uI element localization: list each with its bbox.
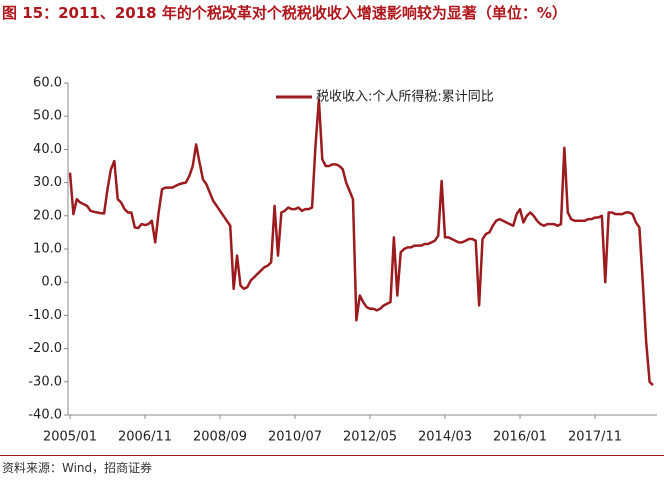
- x-tick-label: 2005/01: [43, 430, 97, 445]
- source: 资料来源：Wind，招商证券: [2, 461, 153, 475]
- chart-title: 图 15：2011、2018 年的个税改革对个税税收收入增速影响较为显著（单位：…: [2, 4, 567, 22]
- separator: [0, 455, 664, 456]
- y-tick-label: 50.0: [33, 109, 62, 124]
- x-tick-label: 2010/07: [268, 430, 322, 445]
- x-tick-label: 2006/11: [118, 430, 172, 445]
- x-tick-label: 2008/09: [193, 430, 247, 445]
- y-tick-label: -10.0: [28, 308, 62, 323]
- legend-label: 税收收入:个人所得税:累计同比: [316, 89, 494, 105]
- y-tick-label: -20.0: [28, 341, 62, 356]
- y-tick-label: 60.0: [33, 76, 62, 91]
- y-tick-label: -40.0: [28, 408, 62, 423]
- y-tick-label: 40.0: [33, 142, 62, 157]
- x-tick-label: 2016/01: [493, 430, 547, 445]
- x-tick-label: 2014/03: [418, 430, 472, 445]
- y-tick-label: 0.0: [41, 275, 62, 290]
- chart: 60.0 50.0 40.0 30.0 20.0 10.0 0.0 -10.0 -20.0 -30…: [28, 76, 657, 445]
- y-tick-label: 30.0: [33, 175, 62, 190]
- y-tick-label: -30.0: [28, 374, 62, 389]
- data-line: [68, 98, 654, 387]
- y-tick-label: 10.0: [33, 242, 62, 257]
- y-tick-label: 20.0: [33, 208, 62, 223]
- x-tick-label: 2012/05: [343, 430, 397, 445]
- x-tick-label: 2017/11: [568, 430, 622, 445]
